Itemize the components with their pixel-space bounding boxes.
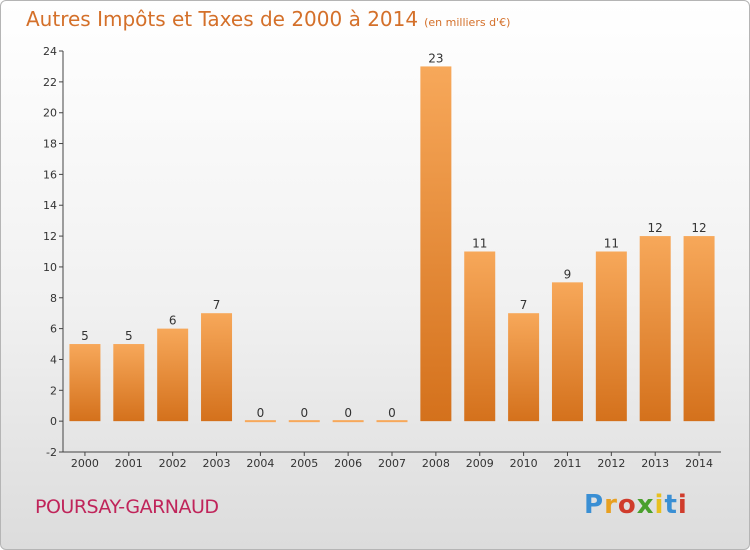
bar-value-label: 0: [300, 406, 308, 420]
bar: [420, 66, 452, 422]
y-tick-label: 16: [43, 168, 57, 181]
bar: [464, 251, 496, 422]
bar: [288, 420, 320, 423]
x-tick-label: 2014: [685, 457, 713, 470]
x-tick-label: 2005: [290, 457, 318, 470]
bar: [508, 313, 540, 422]
commune-name: POURSAY-GARNAUD: [35, 496, 219, 518]
bar-value-label: 11: [604, 237, 619, 251]
y-tick-label: 8: [50, 292, 57, 305]
x-tick-label: 2003: [203, 457, 231, 470]
x-tick-label: 2002: [159, 457, 187, 470]
bar: [69, 344, 101, 422]
x-tick-label: 2012: [597, 457, 625, 470]
x-tick-label: 2008: [422, 457, 450, 470]
x-tick-label: 2001: [115, 457, 143, 470]
y-tick-label: 6: [50, 323, 57, 336]
chart-title: Autres Impôts et Taxes de 2000 à 2014 (en…: [26, 7, 510, 31]
bar-value-label: 12: [691, 221, 706, 235]
logo-letter: r: [604, 490, 618, 520]
bar-value-label: 7: [520, 298, 528, 312]
bar: [551, 282, 583, 422]
logo-letter: P: [584, 490, 605, 520]
y-tick-label: 18: [43, 138, 57, 151]
x-tick-label: 2006: [334, 457, 362, 470]
bar: [376, 420, 408, 423]
y-tick-label: 24: [43, 45, 57, 58]
y-tick-label: 4: [50, 353, 57, 366]
y-tick-label: 22: [43, 76, 57, 89]
bar: [113, 344, 145, 422]
chart-title-text: Autres Impôts et Taxes de 2000 à 2014: [26, 7, 419, 31]
bar-value-label: 23: [428, 51, 443, 65]
y-tick-label: 12: [43, 230, 57, 243]
y-tick-label: 14: [43, 199, 57, 212]
y-tick-label: 10: [43, 261, 57, 274]
y-tick-label: 0: [50, 415, 57, 428]
bar: [244, 420, 276, 423]
bar: [683, 236, 715, 422]
bar-value-label: 9: [564, 267, 572, 281]
bar: [639, 236, 671, 422]
logo-letter: i: [654, 490, 665, 520]
bar: [332, 420, 364, 423]
x-tick-label: 2011: [553, 457, 581, 470]
chart-bars: [69, 66, 715, 423]
x-tick-label: 2007: [378, 457, 406, 470]
x-tick-label: 2013: [641, 457, 669, 470]
logo-letter: x: [636, 490, 655, 520]
x-tick-label: 2004: [246, 457, 274, 470]
bar-value-label: 5: [125, 329, 133, 343]
x-tick-label: 2000: [71, 457, 99, 470]
bar-value-label: 5: [81, 329, 89, 343]
bar-value-label: 12: [648, 221, 663, 235]
proxiti-logo[interactable]: Proxiti: [584, 490, 688, 520]
bar-value-label: 0: [388, 406, 396, 420]
bar-value-label: 0: [257, 406, 265, 420]
bar-value-label: 7: [213, 298, 221, 312]
chart-value-labels: 5 5 6 7 0 0 0 0 23 11 7 9 11 12 12: [81, 51, 707, 420]
bar-value-label: 6: [169, 314, 177, 328]
bar: [157, 328, 189, 422]
logo-letter: i: [677, 490, 688, 520]
logo-letter: o: [617, 490, 637, 520]
y-tick-label: -2: [46, 446, 57, 459]
bar-value-label: 11: [472, 237, 487, 251]
y-tick-label: 20: [43, 107, 57, 120]
x-tick-label: 2009: [466, 457, 494, 470]
chart-subtitle: (en milliers d'€): [424, 16, 511, 29]
x-tick-label: 2010: [510, 457, 538, 470]
bar-value-label: 0: [344, 406, 352, 420]
logo-letter: t: [664, 490, 678, 520]
bar: [201, 313, 233, 422]
bar: [595, 251, 627, 422]
y-tick-label: 2: [50, 384, 57, 397]
